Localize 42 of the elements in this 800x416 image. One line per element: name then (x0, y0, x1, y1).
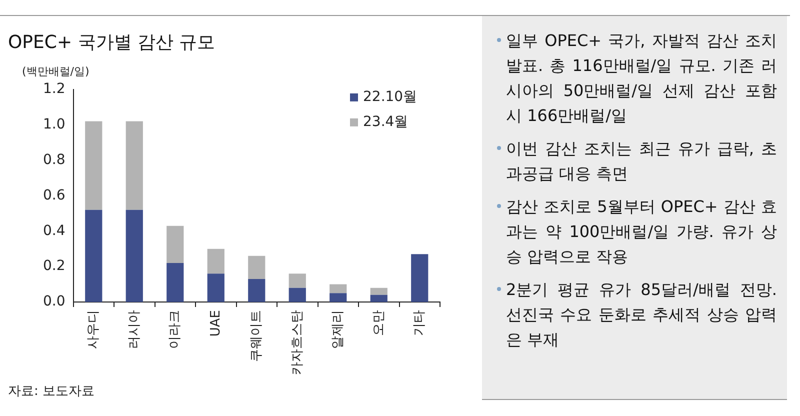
bar (85, 121, 102, 210)
y-tick-label: 0.8 (43, 152, 66, 168)
bar (166, 263, 184, 302)
x-tick-label: 사우디 (86, 310, 102, 349)
y-axis-title: (백만배럴/일) (22, 64, 90, 79)
x-tick-label: 이라크 (168, 310, 183, 349)
text: 감산 조치로 5월부터 OPEC+ 감산 효과는 약 100만배럴/일 가량. 유가 상승 압력으로 작용 (505, 196, 777, 268)
bar (207, 274, 224, 302)
text: 자료: 보도자료 (8, 383, 95, 400)
text: 이번 감산 조치는 최근 유가 급락, 초과공급 대응 측면 (505, 138, 777, 185)
x-tick-label: 기타 (412, 310, 427, 336)
bar (330, 284, 347, 294)
legend-label: 22.10월 (363, 89, 418, 106)
y-tick-label: 1.0 (43, 116, 66, 132)
y-tick-label: 0.6 (43, 187, 66, 204)
bar (248, 256, 266, 279)
y-tick-label: 0.2 (43, 258, 66, 274)
x-tick-label: 러시아 (126, 310, 142, 349)
chart-title: OPEC+ 국가별 감산 규모 (8, 31, 216, 54)
y-tick-label: 0.4 (43, 222, 66, 239)
bar (370, 288, 388, 295)
bar (166, 226, 184, 264)
legend-label: 23.4월 (363, 114, 408, 130)
x-tick-label: 알제리 (330, 310, 346, 349)
bar (330, 293, 347, 302)
x-tick-label: UAE (208, 310, 224, 337)
bar (207, 248, 224, 274)
bar (126, 121, 143, 210)
bar (85, 210, 102, 302)
bar (288, 288, 306, 302)
bar (288, 274, 306, 288)
bar (248, 278, 266, 302)
x-tick-label: 쿠웨이트 (249, 310, 264, 362)
bar (411, 254, 428, 302)
bar (126, 210, 143, 302)
text: 일부 OPEC+ 국가, 자발적 감산 조치 발표. 총 116만배럴/일 규모. 기존 러시아의 50만배럴/일 선제 감산 포함 시 166만배럴/일 (505, 30, 777, 127)
y-tick-label: 1.2 (43, 81, 66, 98)
bar (370, 294, 388, 302)
text: 2분기 평균 유가 85달러/배럴 전망. 선진국 수요 둔화로 추세적 상승 압력은 부재 (505, 279, 777, 351)
x-tick-label: 카자흐스탄 (290, 310, 305, 375)
x-tick-label: 오만 (371, 310, 386, 336)
y-tick-label: 0.0 (43, 294, 66, 310)
